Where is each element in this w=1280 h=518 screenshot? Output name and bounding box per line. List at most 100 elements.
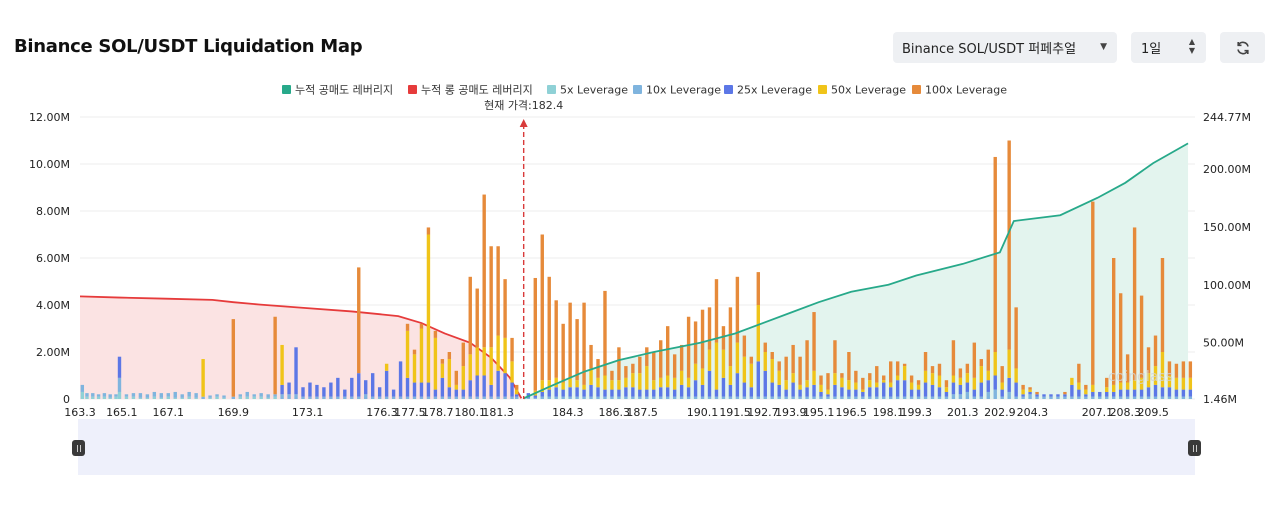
bar-segment-10x [102, 393, 107, 397]
bar-segment-10x [419, 396, 424, 399]
y-left-tick-label: 8.00M [36, 205, 70, 218]
bar-segment-5x [215, 396, 219, 399]
interval-select[interactable]: 1일 ▲ ▼ [1131, 32, 1206, 63]
bar-segment-100x [596, 359, 600, 378]
bar-segment-10x [735, 396, 740, 399]
bar-segment-10x [1098, 396, 1102, 399]
bar-segment-5x [85, 396, 89, 399]
bar-segment-25x [1091, 391, 1095, 397]
legend-swatch-100x [912, 85, 921, 94]
bar-segment-100x [742, 335, 747, 357]
bar-segment-25x [468, 380, 472, 397]
bar-segment-100x [840, 373, 844, 378]
bar-segment-50x [1125, 382, 1130, 390]
bar-segment-50x [503, 337, 507, 374]
exchange-pair-select-value: Binance SOL/USDT 퍼페추얼 [902, 42, 1077, 57]
bar-segment-10x [679, 396, 684, 399]
bar-segment-100x [533, 277, 537, 391]
x-tick-label: 177.5 [394, 406, 426, 419]
bar-segment-10x [686, 396, 691, 399]
bar-segment-10x [812, 396, 816, 399]
bar-segment-50x [1174, 377, 1179, 390]
legend-swatch-5x [547, 85, 556, 94]
bar-segment-25x [377, 387, 382, 397]
bar-segment-25x [1077, 389, 1081, 397]
bar-segment-5x [259, 396, 263, 399]
y-right-tick-label: 200.00M [1203, 163, 1251, 176]
bar-segment-10x [700, 396, 705, 399]
x-tick-label: 165.1 [106, 406, 138, 419]
bar-segment-25x [287, 382, 291, 395]
bar-segment-10x [1014, 396, 1018, 399]
bar-segment-25x [610, 389, 614, 397]
bar-segment-25x [826, 394, 830, 397]
bar-segment-50x [909, 382, 914, 390]
bar-segment-100x [1146, 347, 1151, 374]
x-tick-label: 181.3 [482, 406, 514, 419]
bar-segment-25x [840, 387, 844, 397]
bar-segment-10x [888, 396, 893, 399]
bar-segment-100x [1007, 140, 1011, 350]
bar-segment-10x [315, 396, 319, 399]
bar-segment-50x [686, 377, 691, 388]
bar-segment-100x [582, 302, 586, 385]
bar-segment-25x [1188, 389, 1193, 397]
bar-segment-100x [568, 302, 572, 378]
bar-segment-10x [617, 396, 621, 399]
bar-segment-10x [902, 396, 907, 399]
bar-segment-100x [515, 384, 519, 390]
bar-segment-50x [568, 377, 572, 388]
bar-segment-10x [201, 396, 205, 399]
bar-segment-10x [280, 394, 284, 399]
bar-segment-10x [1132, 396, 1137, 399]
x-tick-label: 201.3 [947, 406, 979, 419]
bar-segment-50x [742, 356, 747, 383]
bar-segment-25x [433, 389, 438, 397]
bar-segment-50x [468, 354, 472, 381]
bar-segment-25x [958, 384, 963, 395]
refresh-button[interactable] [1220, 32, 1265, 63]
range-slider[interactable] [78, 419, 1195, 475]
range-slider-left-handle[interactable] [72, 440, 85, 456]
bar-segment-25x [280, 384, 284, 395]
x-tick-label: 184.3 [552, 406, 584, 419]
bar-segment-5x [245, 396, 249, 399]
bar-segment-10x [916, 396, 921, 399]
bar-segment-10x [117, 377, 122, 392]
bar-segment-50x [951, 375, 956, 383]
bar-segment-25x [798, 389, 802, 397]
bar-segment-25x [951, 382, 956, 395]
bar-segment-25x [561, 389, 565, 397]
bar-segment-10x [398, 396, 403, 399]
bar-segment-25x [370, 373, 375, 397]
bar-segment-25x [1105, 391, 1109, 397]
bar-segment-10x [468, 396, 472, 399]
bar-segment-10x [405, 396, 410, 399]
bar-segment-10x [475, 396, 479, 399]
bar-segment-25x [805, 387, 809, 397]
cumulative-long-area [80, 296, 522, 399]
bar-segment-10x [693, 396, 698, 399]
bar-segment-10x [840, 396, 844, 399]
bar-segment-25x [638, 389, 642, 397]
bar-segment-10x [510, 396, 514, 399]
bar-segment-10x [526, 397, 531, 399]
bar-segment-10x [301, 396, 305, 399]
bar-segment-10x [377, 396, 382, 399]
bar-segment-10x [1084, 396, 1088, 399]
exchange-pair-select[interactable]: Binance SOL/USDT 퍼페추얼 ▼ [893, 32, 1117, 63]
bar-segment-10x [159, 393, 164, 398]
bar-segment-10x [1091, 396, 1095, 399]
bar-segment-10x [659, 396, 663, 399]
bar-segment-10x [638, 396, 642, 399]
bar-segment-50x [1188, 377, 1193, 390]
bar-segment-50x [384, 363, 389, 371]
bar-segment-50x [461, 366, 465, 390]
bar-segment-10x [742, 396, 747, 399]
bar-segment-50x [475, 347, 479, 376]
range-slider-right-handle[interactable] [1188, 440, 1201, 456]
bar-segment-25x [1132, 389, 1137, 397]
bar-segment-25x [735, 373, 740, 397]
bar-segment-100x [645, 347, 649, 367]
